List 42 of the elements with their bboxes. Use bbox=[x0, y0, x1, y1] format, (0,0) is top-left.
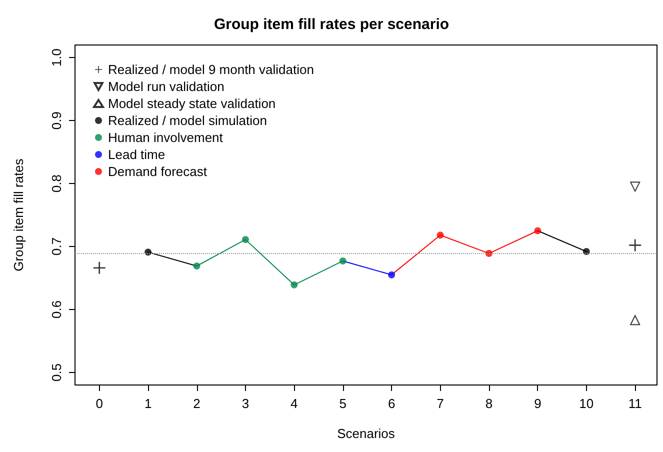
x-tick-label: 2 bbox=[193, 396, 200, 411]
point bbox=[485, 250, 492, 257]
point bbox=[93, 262, 106, 274]
point bbox=[388, 271, 396, 278]
y-axis-title: Group item fill rates bbox=[11, 158, 26, 272]
point bbox=[436, 232, 444, 239]
x-tick-label: 8 bbox=[485, 396, 493, 411]
legend-label: Demand forecast bbox=[108, 164, 208, 179]
y-tick-label: 0.6 bbox=[49, 300, 64, 318]
point bbox=[339, 257, 346, 264]
x-tick-label: 10 bbox=[579, 396, 594, 411]
point bbox=[193, 262, 200, 270]
x-tick-label: 9 bbox=[534, 396, 542, 411]
point bbox=[144, 248, 152, 256]
legend-label: Realized / model simulation bbox=[108, 113, 267, 128]
y-tick-label: 0.7 bbox=[49, 237, 64, 256]
x-tick-label: 7 bbox=[436, 396, 444, 411]
x-tick-label: 6 bbox=[388, 396, 396, 411]
x-axis-title: Scenarios bbox=[337, 426, 396, 441]
x-tick-label: 0 bbox=[96, 396, 103, 411]
x-tick-label: 11 bbox=[628, 396, 642, 411]
x-tick-label: 3 bbox=[242, 396, 250, 411]
y-tick-label: 0.9 bbox=[49, 112, 64, 130]
chart-title: Group item fill rates per scenario bbox=[214, 16, 450, 33]
legend-label: Model run validation bbox=[108, 79, 224, 94]
legend-label: Lead time bbox=[108, 147, 166, 162]
point bbox=[242, 236, 249, 244]
y-tick-label: 1.0 bbox=[49, 48, 64, 67]
point bbox=[290, 281, 298, 288]
legend-label: Realized / model 9 month validation bbox=[108, 62, 314, 77]
legend-label: Human involvement bbox=[108, 130, 224, 145]
x-tick-label: 1 bbox=[144, 396, 152, 411]
point bbox=[629, 239, 642, 252]
legend-label: Model steady state validation bbox=[108, 96, 276, 111]
point bbox=[582, 248, 590, 256]
y-tick-label: 0.5 bbox=[49, 363, 64, 382]
point bbox=[534, 227, 542, 234]
x-tick-label: 5 bbox=[339, 396, 346, 411]
point bbox=[630, 315, 640, 326]
y-tick-label: 0.8 bbox=[49, 174, 64, 193]
point bbox=[630, 182, 640, 192]
x-tick-label: 4 bbox=[290, 396, 298, 411]
